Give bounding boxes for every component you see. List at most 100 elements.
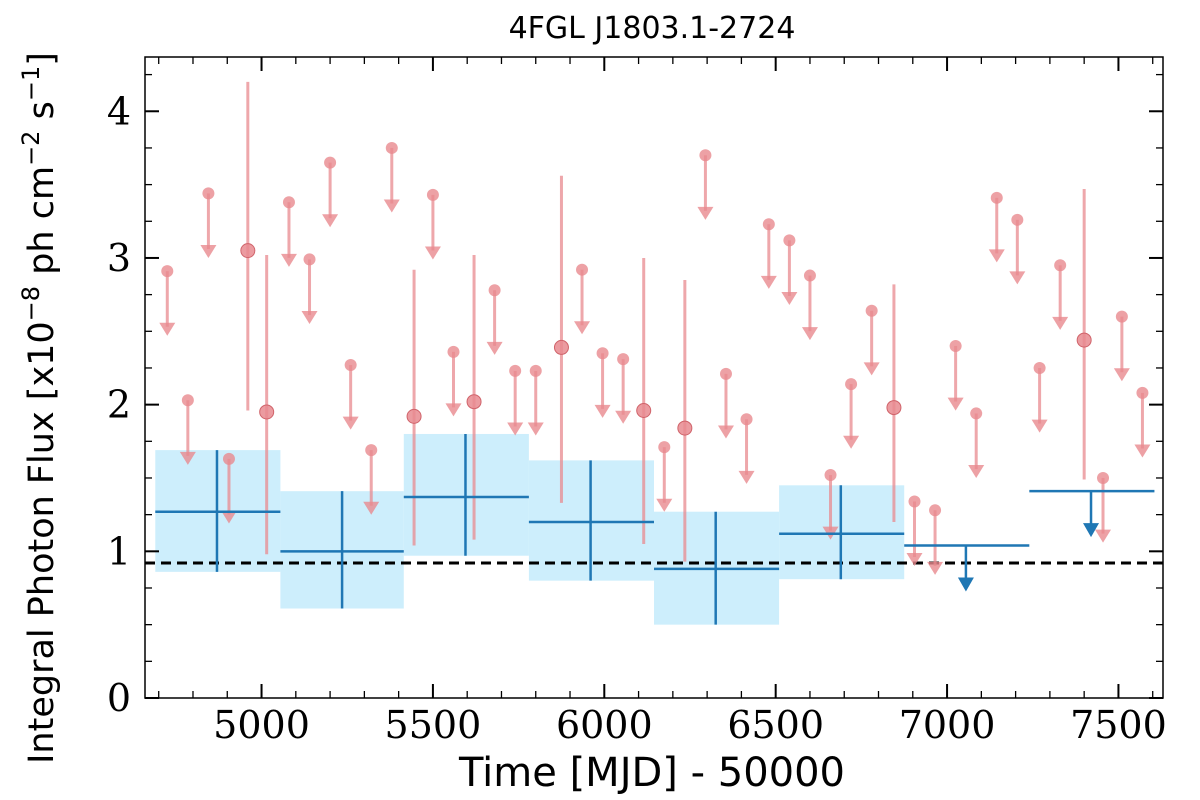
short-upper-limit-arrow bbox=[383, 199, 400, 213]
short-upper-limit-marker bbox=[181, 394, 194, 407]
short-upper-limit-arrow bbox=[159, 322, 176, 336]
short-upper-limit-marker bbox=[324, 156, 337, 169]
x-tick-labels: 5000 5500 6000 6500 7000 7500 bbox=[213, 703, 1167, 747]
short-upper-limit-marker bbox=[1033, 361, 1046, 374]
y-tick-label: 3 bbox=[107, 236, 131, 280]
y-tick-label: 4 bbox=[107, 89, 131, 133]
short-upper-limit-marker bbox=[1054, 259, 1067, 272]
short-upper-limit-arrow bbox=[445, 403, 462, 417]
short-upper-limit-arrow bbox=[738, 470, 755, 484]
short-upper-limit-arrow bbox=[179, 451, 196, 465]
short-upper-limit-marker bbox=[824, 469, 837, 482]
short-upper-limit-arrow bbox=[615, 410, 632, 424]
short-upper-limit-marker bbox=[596, 347, 609, 360]
short-upper-limit-arrow bbox=[342, 416, 359, 430]
x-axis-label: Time [MJD] - 50000 bbox=[458, 750, 845, 796]
short-upper-limit-marker bbox=[929, 504, 942, 517]
short-upper-limit-marker bbox=[949, 339, 962, 352]
short-detection-point bbox=[636, 403, 652, 419]
y-tick-label: 2 bbox=[107, 383, 131, 427]
short-upper-limit-marker bbox=[385, 141, 398, 154]
short-upper-limit-arrow bbox=[574, 321, 591, 335]
short-upper-limit-marker bbox=[1097, 471, 1110, 484]
short-upper-limit-marker bbox=[658, 441, 671, 454]
short-upper-limit-marker bbox=[803, 269, 816, 282]
short-upper-limit-arrow bbox=[843, 435, 860, 449]
short-upper-limit-marker bbox=[845, 378, 858, 391]
short-upper-limit-arrow bbox=[968, 465, 985, 479]
short-upper-limit-marker bbox=[783, 234, 796, 247]
short-upper-limit-marker bbox=[908, 495, 921, 508]
short-detection-point bbox=[553, 339, 569, 355]
short-upper-limit-arrow bbox=[280, 253, 297, 267]
plot-frame bbox=[144, 56, 1164, 699]
short-upper-limit-arrow bbox=[527, 422, 544, 436]
short-bin-points bbox=[159, 81, 1151, 575]
short-detection-point bbox=[240, 243, 256, 259]
short-upper-limit-marker bbox=[740, 413, 753, 426]
short-detection-point bbox=[886, 400, 902, 416]
short-upper-limit-arrow bbox=[1095, 529, 1112, 543]
short-upper-limit-arrow bbox=[1009, 271, 1026, 285]
short-upper-limit-arrow bbox=[863, 362, 880, 376]
x-tick-label: 7000 bbox=[899, 703, 996, 747]
y-axis-label: Integral Photon Flux [x10−8 ph cm−2 s−1] bbox=[17, 52, 62, 764]
short-upper-limit-arrow bbox=[760, 275, 777, 289]
short-upper-limit-arrow bbox=[486, 341, 503, 355]
short-upper-limit-arrow bbox=[801, 327, 818, 341]
short-upper-limit-arrow bbox=[1052, 316, 1069, 330]
short-upper-limit-marker bbox=[202, 187, 215, 200]
short-upper-limit-arrow bbox=[1113, 368, 1130, 382]
short-upper-limit-arrow bbox=[988, 249, 1005, 263]
short-upper-limit-marker bbox=[576, 263, 589, 276]
short-upper-limit-marker bbox=[529, 364, 542, 377]
short-upper-limit-arrow bbox=[322, 214, 339, 228]
short-upper-limit-marker bbox=[617, 353, 630, 366]
short-upper-limit-marker bbox=[426, 188, 439, 201]
short-upper-limit-marker bbox=[1136, 386, 1149, 399]
short-upper-limit-arrow bbox=[906, 553, 923, 567]
short-upper-limit-marker bbox=[719, 367, 732, 380]
short-upper-limit-arrow bbox=[947, 397, 964, 411]
short-upper-limit-marker bbox=[990, 191, 1003, 204]
short-upper-limit-marker bbox=[970, 407, 983, 420]
short-upper-limit-marker bbox=[447, 345, 460, 358]
short-upper-limit-arrow bbox=[1134, 444, 1151, 458]
y-tick-label: 0 bbox=[107, 676, 131, 720]
chart-title: 4FGL J1803.1-2724 bbox=[509, 11, 796, 46]
short-upper-limit-marker bbox=[282, 196, 295, 209]
short-upper-limit-marker bbox=[762, 218, 775, 231]
short-upper-limit-arrow bbox=[363, 501, 380, 515]
short-upper-limit-marker bbox=[865, 304, 878, 317]
short-upper-limit-arrow bbox=[594, 404, 611, 418]
x-tick-label: 5000 bbox=[213, 703, 310, 747]
short-upper-limit-marker bbox=[1011, 213, 1024, 226]
short-upper-limit-arrow bbox=[717, 425, 734, 439]
short-upper-limit-marker bbox=[699, 149, 712, 162]
short-upper-limit-marker bbox=[365, 444, 378, 457]
short-upper-limit-arrow bbox=[424, 246, 441, 260]
x-tick-label: 7500 bbox=[1070, 703, 1167, 747]
long-upper-limit-arrow bbox=[957, 577, 974, 592]
short-upper-limit-marker bbox=[303, 253, 316, 266]
short-upper-limit-arrow bbox=[1031, 419, 1048, 433]
short-upper-limit-marker bbox=[509, 364, 522, 377]
short-upper-limit-marker bbox=[1115, 310, 1128, 323]
short-upper-limit-arrow bbox=[301, 311, 318, 325]
y-tick-labels: 0 1 2 3 4 bbox=[107, 89, 131, 720]
short-detection-point bbox=[259, 404, 275, 420]
short-upper-limit-marker bbox=[161, 265, 174, 278]
short-detection-point bbox=[677, 420, 693, 436]
long-bin-points bbox=[155, 433, 1155, 625]
short-upper-limit-marker bbox=[222, 452, 235, 465]
short-upper-limit-arrow bbox=[697, 206, 714, 220]
x-tick-label: 6500 bbox=[727, 703, 824, 747]
short-upper-limit-arrow bbox=[781, 291, 798, 305]
short-detection-point bbox=[1076, 332, 1092, 348]
x-tick-label: 6000 bbox=[556, 703, 653, 747]
short-detection-point bbox=[466, 394, 482, 410]
long-upper-limit-arrow bbox=[1083, 523, 1100, 538]
short-upper-limit-arrow bbox=[220, 510, 237, 524]
short-detection-point bbox=[406, 408, 422, 424]
short-upper-limit-arrow bbox=[927, 561, 944, 575]
